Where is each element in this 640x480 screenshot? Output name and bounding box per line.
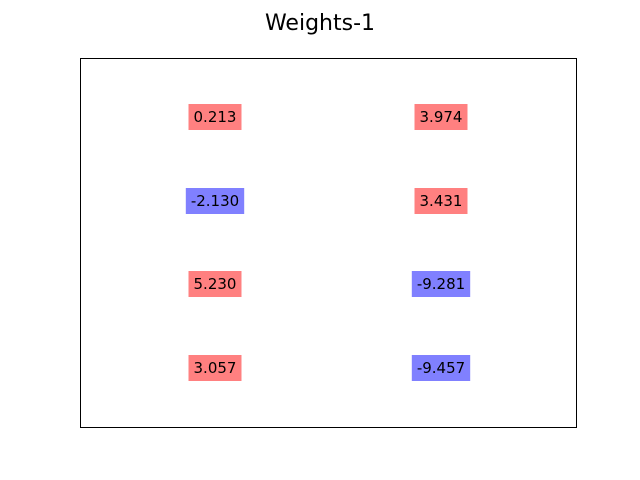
cell-label: -9.281	[417, 275, 465, 293]
cell-box	[188, 271, 242, 297]
cell-box	[188, 355, 242, 381]
cell-box	[411, 355, 471, 381]
cell-label: 3.431	[420, 192, 463, 210]
cell-box	[414, 104, 468, 130]
cell-label: 0.213	[194, 108, 237, 126]
plot-frame	[80, 58, 577, 428]
cell-label: -2.130	[191, 192, 239, 210]
cell-box	[414, 188, 468, 214]
chart-title: Weights-1	[265, 11, 375, 36]
cell-box	[185, 188, 245, 214]
cell-box	[188, 104, 242, 130]
cell-group: 0.213 3.974 -2.130 3.431 5.230 -9.281 3.057 -9.…	[185, 104, 471, 381]
cell-label: 3.974	[420, 108, 463, 126]
cell-label: 5.230	[194, 275, 237, 293]
cell-box	[411, 271, 471, 297]
cell-label: 3.057	[194, 359, 237, 377]
cell-label: -9.457	[417, 359, 465, 377]
